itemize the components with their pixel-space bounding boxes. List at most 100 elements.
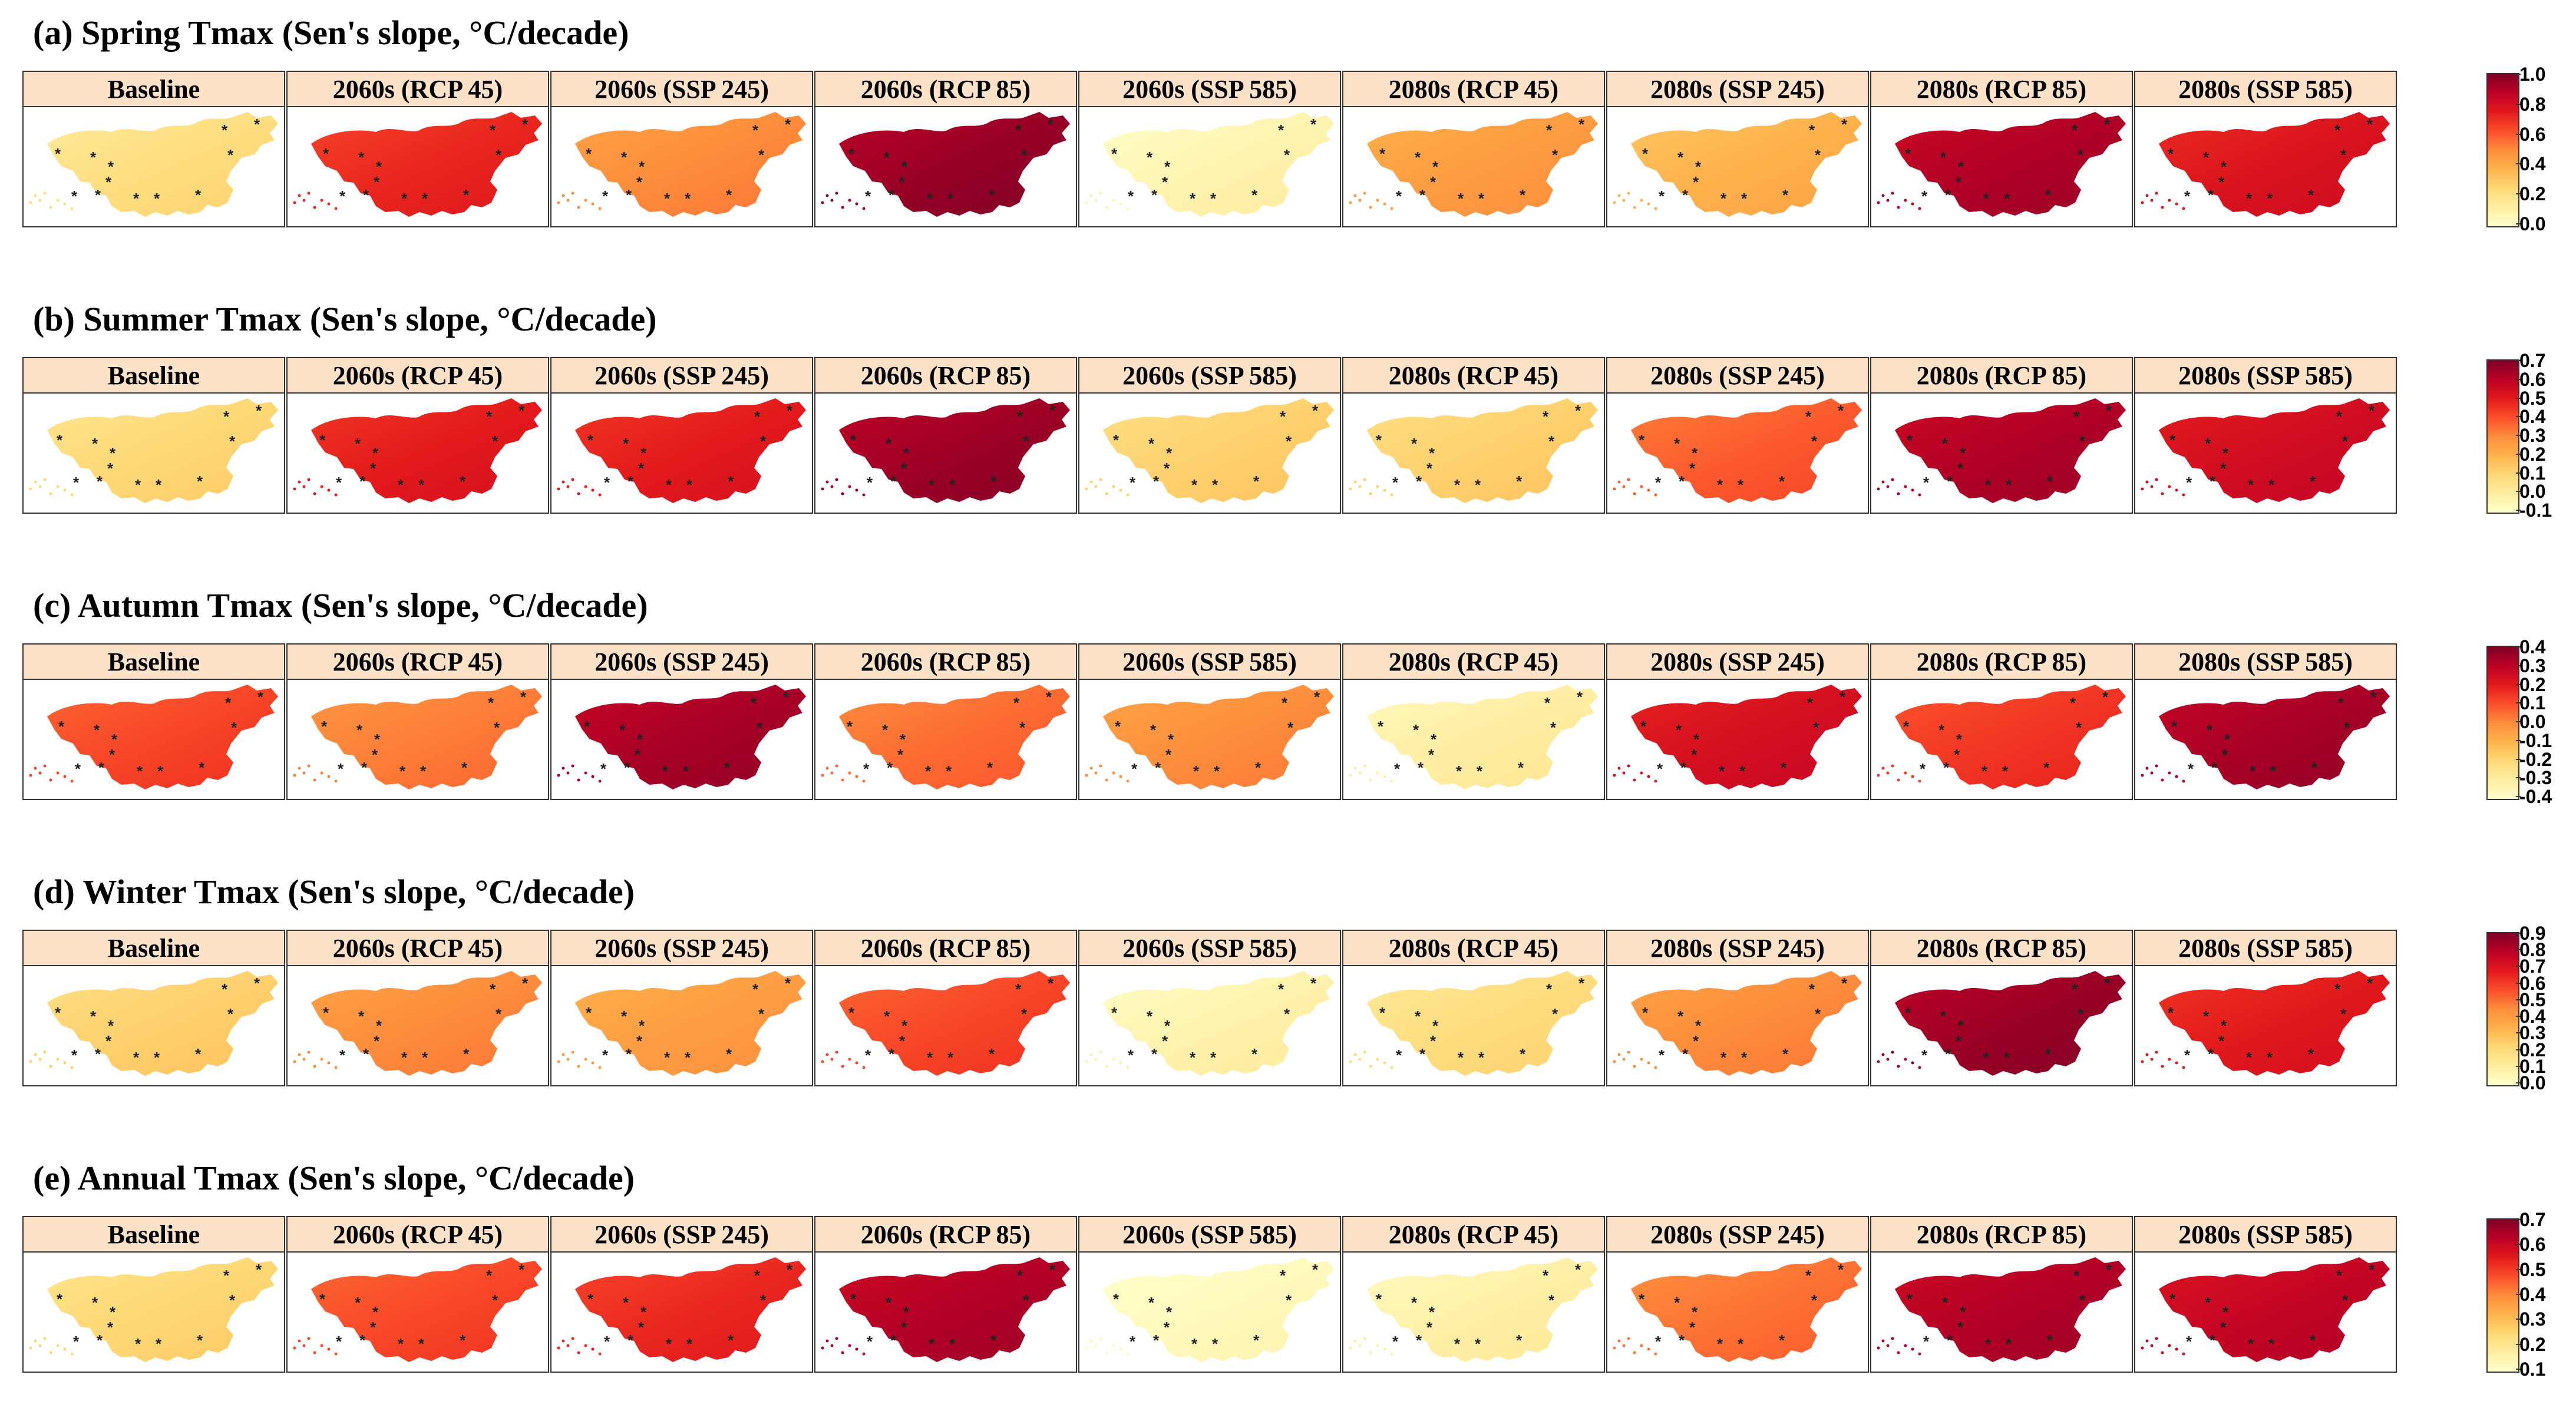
- station-marker: *: [1191, 476, 1198, 494]
- island-speck: [577, 1065, 580, 1068]
- panel-label: Baseline: [22, 71, 285, 107]
- map-panel: 2060s (SSP 245) * * * * * * * * * * * *: [550, 1216, 813, 1375]
- colorbar-tick-label: 0.4: [2519, 1006, 2546, 1027]
- map-frame: * * * * * * * * * * * *: [22, 965, 285, 1086]
- station-marker: *: [929, 476, 935, 494]
- station-marker: *: [602, 187, 609, 205]
- island-speck: [2155, 764, 2158, 768]
- station-marker: *: [1015, 121, 1022, 139]
- island-speck: [1881, 480, 1885, 484]
- island-speck: [2150, 771, 2154, 775]
- station-marker: *: [2222, 444, 2229, 462]
- station-marker: *: [90, 1007, 97, 1025]
- island-speck: [1877, 774, 1880, 777]
- map-panel: 2060s (SSP 245) * * * * * * * * * * * *: [550, 643, 813, 802]
- panel-label: 2080s (RCP 45): [1342, 643, 1605, 680]
- station-marker: *: [1411, 435, 1418, 452]
- station-marker: *: [1147, 1007, 1153, 1025]
- station-marker: *: [356, 721, 363, 739]
- station-marker: *: [787, 402, 793, 419]
- island-speck: [1126, 493, 1130, 497]
- station-marker: *: [2367, 115, 2373, 133]
- panel-label: 2060s (RCP 85): [814, 930, 1077, 966]
- station-marker: *: [1779, 472, 1785, 490]
- island-speck: [855, 1347, 858, 1351]
- map-panel: 2080s (SSP 585) * * * * * * * * * * * *: [2134, 930, 2397, 1089]
- island-speck: [1647, 488, 1650, 492]
- island-speck: [293, 201, 296, 204]
- island-speck: [1112, 485, 1115, 488]
- station-marker: *: [848, 145, 855, 163]
- island-speck: [302, 1058, 306, 1061]
- map-panel: 2080s (RCP 45) * * * * * * * * * * * *: [1342, 71, 1605, 230]
- island-speck: [1099, 1337, 1102, 1340]
- region-map: * ***** * * ****: [1085, 1257, 1334, 1362]
- island-speck: [1112, 1058, 1115, 1061]
- panel-label: 2080s (SSP 245): [1606, 930, 1869, 966]
- island-speck: [43, 1337, 47, 1340]
- colorbar-tick-label: 0.3: [2519, 1022, 2546, 1044]
- region-fill: [311, 971, 542, 1076]
- station-marker: *: [1838, 1261, 1844, 1278]
- map-frame: * * * * * * * * * * * *: [550, 965, 813, 1086]
- island-speck: [1383, 1347, 1386, 1351]
- station-marker: *: [401, 190, 408, 207]
- station-marker: *: [488, 694, 494, 712]
- station-marker: *: [1379, 145, 1386, 163]
- island-speck: [1094, 1344, 1098, 1347]
- map-frame: * * * * * * * * * * * *: [22, 106, 285, 227]
- station-marker: *: [1151, 186, 1158, 204]
- island-speck: [1358, 1344, 1362, 1347]
- station-marker: *: [1682, 1045, 1689, 1063]
- island-speck: [1911, 775, 1914, 778]
- station-marker: *: [946, 762, 952, 780]
- island-speck: [1897, 492, 1900, 495]
- station-marker: *: [254, 974, 260, 992]
- colorbar-tick-label: 0.2: [2519, 1333, 2546, 1355]
- station-marker: *: [621, 1007, 628, 1025]
- station-marker: *: [728, 472, 734, 490]
- station-marker: *: [1286, 1291, 1292, 1309]
- colorbar-tick-label: 0.0: [2519, 1072, 2546, 1093]
- region-fill: [311, 1257, 542, 1362]
- island-speck: [1881, 1339, 1885, 1343]
- colorbar-tick-label: 0.3: [2519, 655, 2546, 676]
- station-marker: *: [1130, 474, 1136, 491]
- station-marker: *: [370, 1319, 377, 1336]
- region-map: * ***** * * ****: [1613, 1257, 1862, 1362]
- region-fill: [1631, 685, 1862, 789]
- region-map: * ***** * * ****: [2141, 971, 2390, 1076]
- region-map: * ***** * * ****: [557, 685, 806, 789]
- island-speck: [855, 1061, 858, 1065]
- map-panel: 2060s (RCP 45) * * * * * * * * * * * *: [286, 930, 549, 1089]
- station-marker: *: [108, 158, 114, 176]
- map-frame: * * * * * * * * * * * *: [550, 1251, 813, 1373]
- panel-label: 2060s (RCP 45): [286, 643, 549, 680]
- map-frame: * * * * * * * * * * * *: [1078, 965, 1341, 1086]
- station-marker: *: [1015, 980, 1022, 998]
- panel-label: 2060s (SSP 245): [550, 357, 813, 394]
- colorbar-tickmark: [2516, 472, 2521, 474]
- panel-label: 2080s (SSP 585): [2134, 930, 2397, 966]
- island-speck: [584, 1058, 587, 1061]
- station-marker: *: [685, 1049, 691, 1066]
- station-marker: *: [666, 1335, 672, 1353]
- station-marker: *: [2248, 1335, 2254, 1353]
- colorbar-tick-label: 0.5: [2519, 989, 2546, 1010]
- island-speck: [29, 1346, 32, 1350]
- island-speck: [1904, 771, 1907, 775]
- station-marker: *: [787, 1261, 793, 1278]
- island-speck: [334, 1352, 338, 1356]
- island-speck: [1089, 194, 1093, 197]
- island-speck: [1897, 206, 1900, 209]
- map-frame: * * * * * * * * * * * *: [22, 1251, 285, 1373]
- station-marker: *: [1165, 746, 1172, 764]
- island-speck: [848, 1344, 851, 1347]
- station-marker: *: [486, 408, 493, 425]
- island-speck: [591, 488, 595, 492]
- station-marker: *: [1432, 158, 1439, 176]
- island-speck: [557, 774, 560, 777]
- region-map: * ***** * * ****: [557, 112, 806, 217]
- island-speck: [38, 485, 42, 488]
- station-marker: *: [850, 431, 857, 449]
